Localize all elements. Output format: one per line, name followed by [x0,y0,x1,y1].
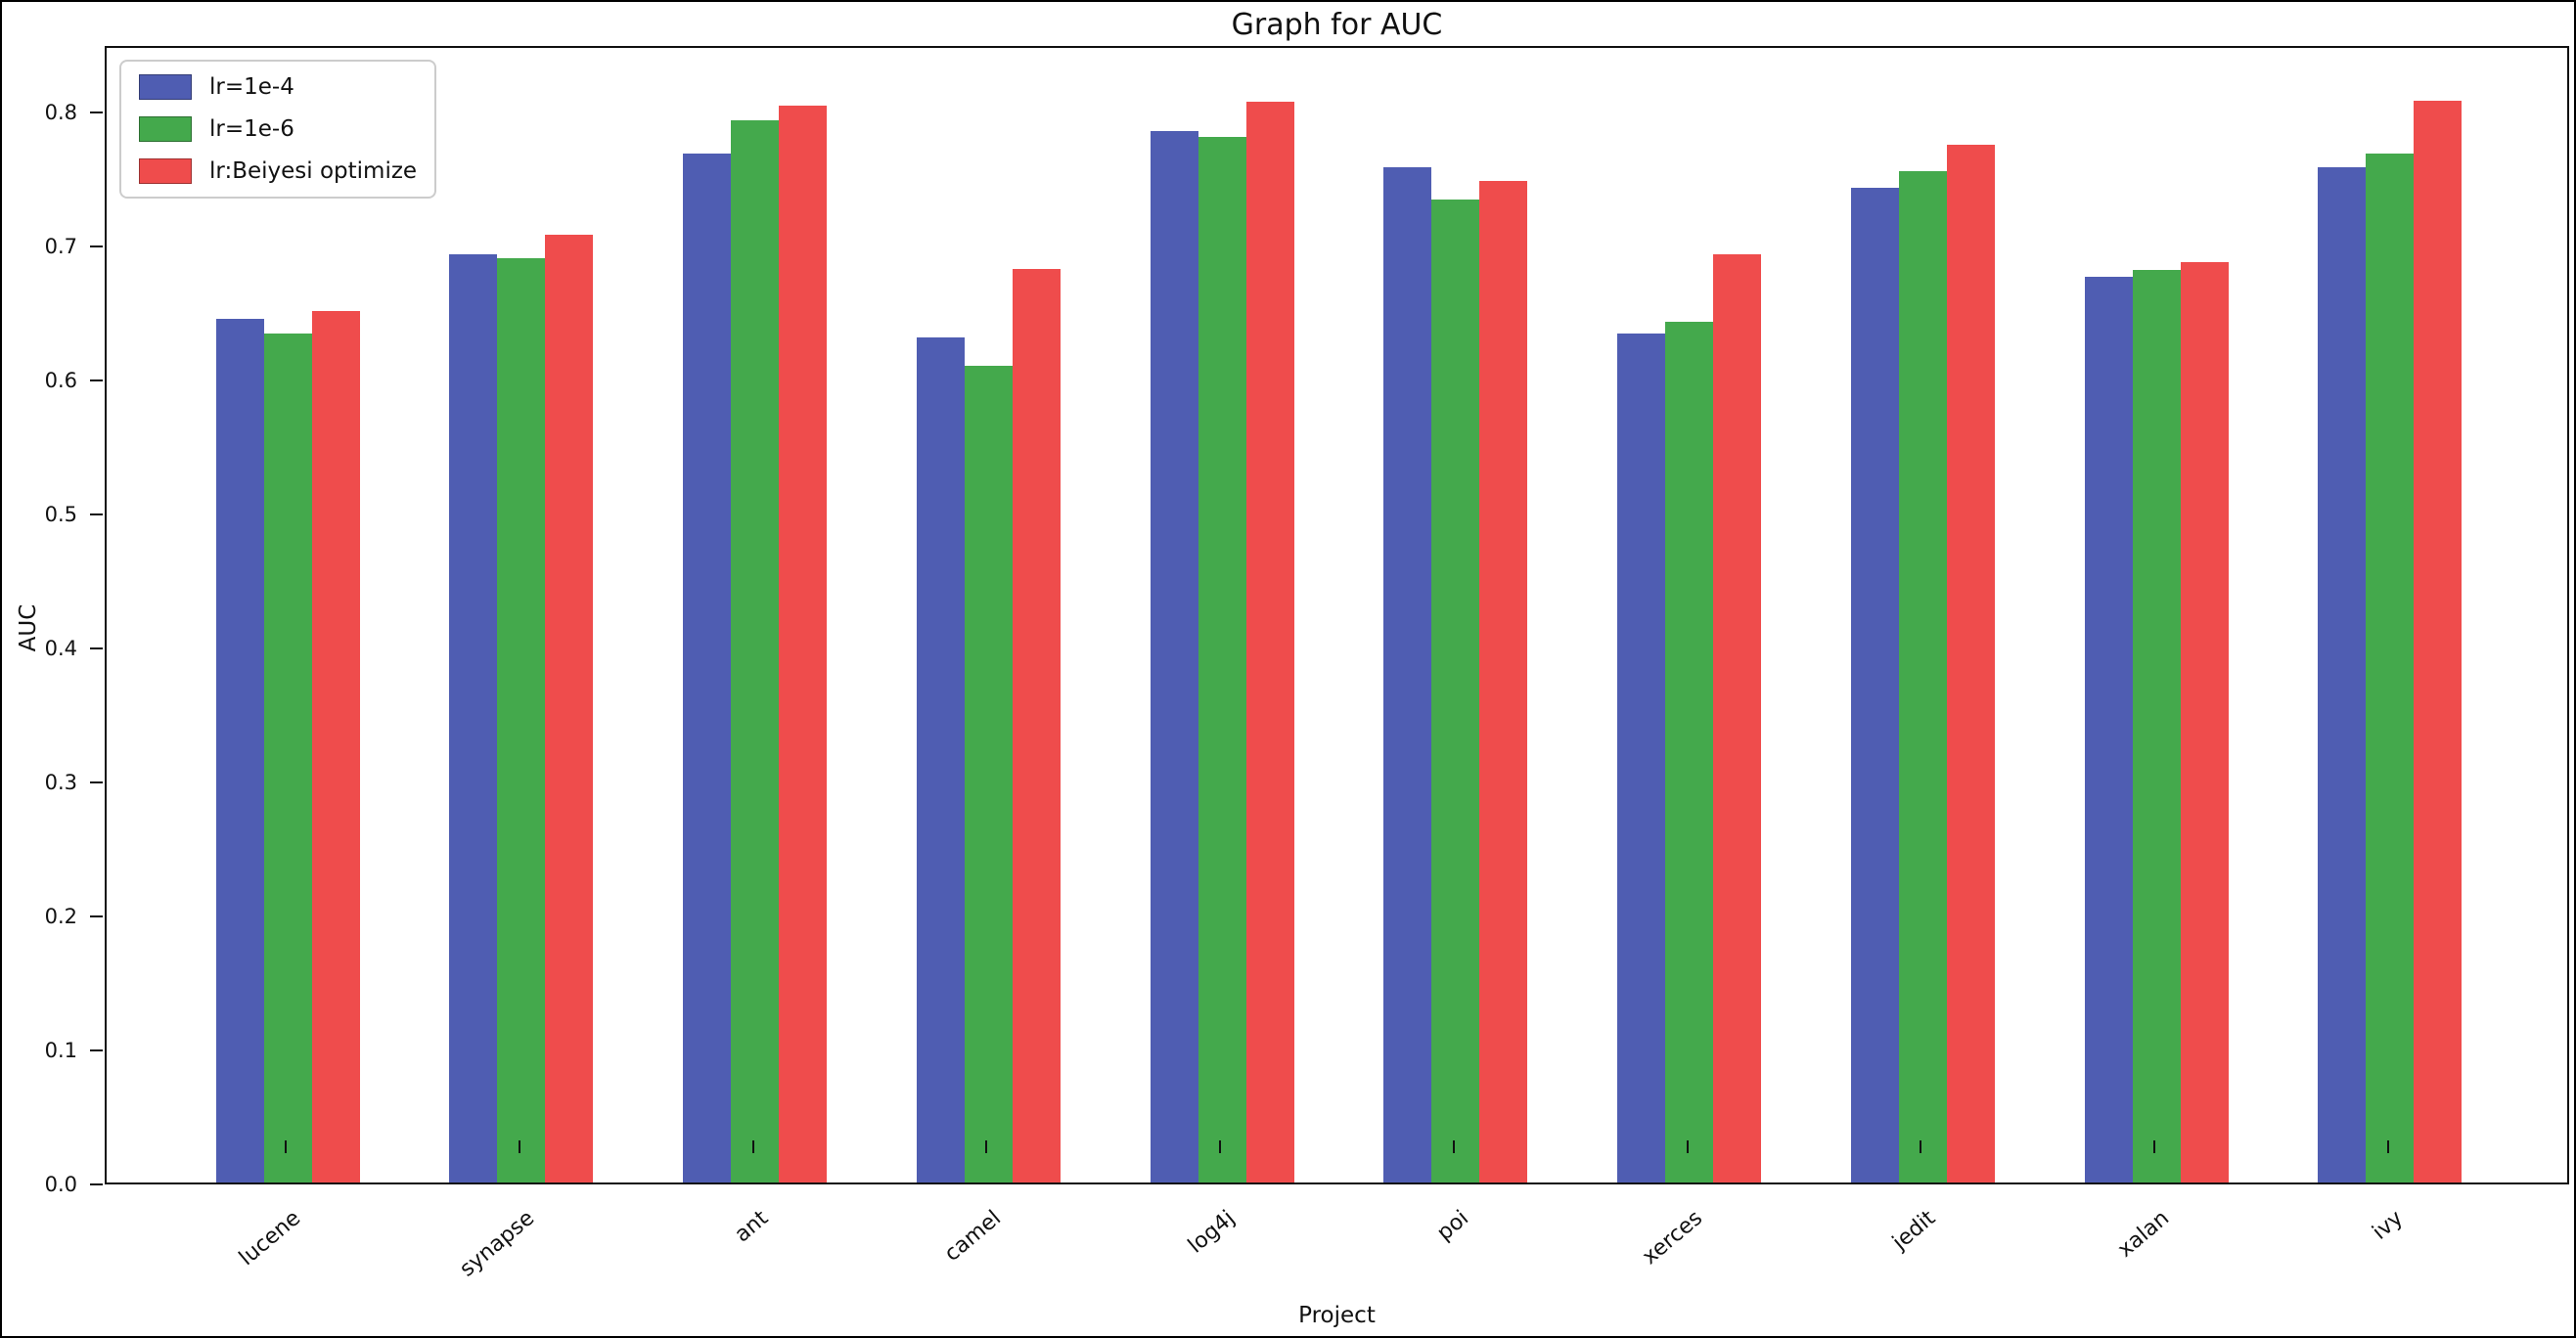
bar-poi-series2 [1479,180,1528,1182]
y-tick-label: 0.7 [44,235,77,259]
bar-xalan-series0 [2084,277,2133,1182]
x-tick [985,1140,988,1153]
x-tick [285,1140,288,1153]
bar-jedit-series0 [1850,187,1899,1182]
y-tick [90,1183,103,1185]
bar-synapse-series1 [497,258,546,1182]
bar-xerces-series1 [1665,321,1714,1182]
x-tick [751,1140,754,1153]
legend-label: lr=1e-6 [209,116,294,142]
y-tick [90,781,103,784]
x-tick [518,1140,520,1153]
bar-poi-series1 [1431,199,1480,1182]
legend: lr=1e-4 lr=1e-6 lr:Beiyesi optimize [119,60,437,199]
x-tick-label: camel [940,1206,1007,1267]
bar-jedit-series2 [1946,144,1995,1182]
bar-xerces-series0 [1617,333,1666,1182]
y-axis-label: AUC [16,603,41,652]
y-tick [90,513,103,516]
bar-log4j-series2 [1245,101,1294,1182]
x-tick-label: xerces [1637,1206,1707,1271]
y-tick-label: 0.5 [44,503,77,527]
y-tick [90,915,103,918]
bar-xalan-series2 [2180,262,2229,1182]
bar-ant-series0 [683,154,732,1182]
y-tick-label: 0.0 [44,1173,77,1196]
bar-lucene-series0 [215,318,264,1182]
x-tick [1219,1140,1222,1153]
y-tick-label: 0.2 [44,905,77,929]
bar-lucene-series2 [311,310,360,1182]
x-tick-label: log4j [1184,1206,1241,1259]
x-tick-label: synapse [455,1206,539,1282]
bar-camel-series0 [916,336,965,1182]
legend-swatch [139,74,192,100]
bar-ant-series1 [731,120,780,1182]
legend-item-series0: lr=1e-4 [139,74,417,100]
x-tick [2153,1140,2156,1153]
bar-synapse-series2 [545,234,594,1182]
legend-swatch [139,158,192,184]
y-tick [90,1049,103,1052]
legend-label: lr=1e-4 [209,74,294,100]
x-tick [2386,1140,2389,1153]
x-tick-label: poi [1432,1206,1473,1246]
x-tick-label: ant [729,1206,773,1248]
bar-lucene-series1 [263,333,312,1182]
y-tick-label: 0.1 [44,1039,77,1063]
y-tick-label: 0.4 [44,637,77,661]
x-tick-label: lucene [234,1206,306,1271]
bar-xalan-series1 [2132,270,2181,1182]
y-tick [90,112,103,114]
bar-camel-series1 [964,365,1013,1182]
plot-area: lr=1e-4 lr=1e-6 lr:Beiyesi optimize [105,46,2569,1184]
bar-ant-series2 [779,106,828,1182]
bar-synapse-series0 [449,254,498,1182]
bar-xerces-series2 [1713,254,1762,1182]
legend-item-series2: lr:Beiyesi optimize [139,158,417,184]
x-tick-label: xalan [2113,1206,2175,1263]
x-tick-label: ivy [2368,1206,2409,1245]
y-tick-label: 0.3 [44,771,77,795]
x-tick [1452,1140,1455,1153]
y-tick [90,379,103,382]
y-tick [90,245,103,248]
x-tick-label: jedit [1888,1206,1941,1256]
bar-ivy-series0 [2318,167,2367,1182]
bar-log4j-series1 [1198,136,1246,1182]
x-tick [1920,1140,1922,1153]
legend-item-series1: lr=1e-6 [139,116,417,142]
bar-log4j-series0 [1150,131,1198,1182]
y-tick [90,647,103,650]
y-tick-label: 0.6 [44,369,77,393]
legend-label: lr:Beiyesi optimize [209,158,418,184]
x-axis-label: Project [1298,1303,1376,1328]
bar-ivy-series2 [2414,100,2463,1182]
bar-ivy-series1 [2366,154,2415,1182]
chart-title: Graph for AUC [1231,8,1443,42]
x-tick [1686,1140,1689,1153]
bar-camel-series2 [1012,269,1061,1182]
legend-swatch [139,116,192,142]
y-tick-label: 0.8 [44,101,77,125]
bar-jedit-series1 [1898,171,1947,1182]
bar-poi-series0 [1383,167,1432,1182]
